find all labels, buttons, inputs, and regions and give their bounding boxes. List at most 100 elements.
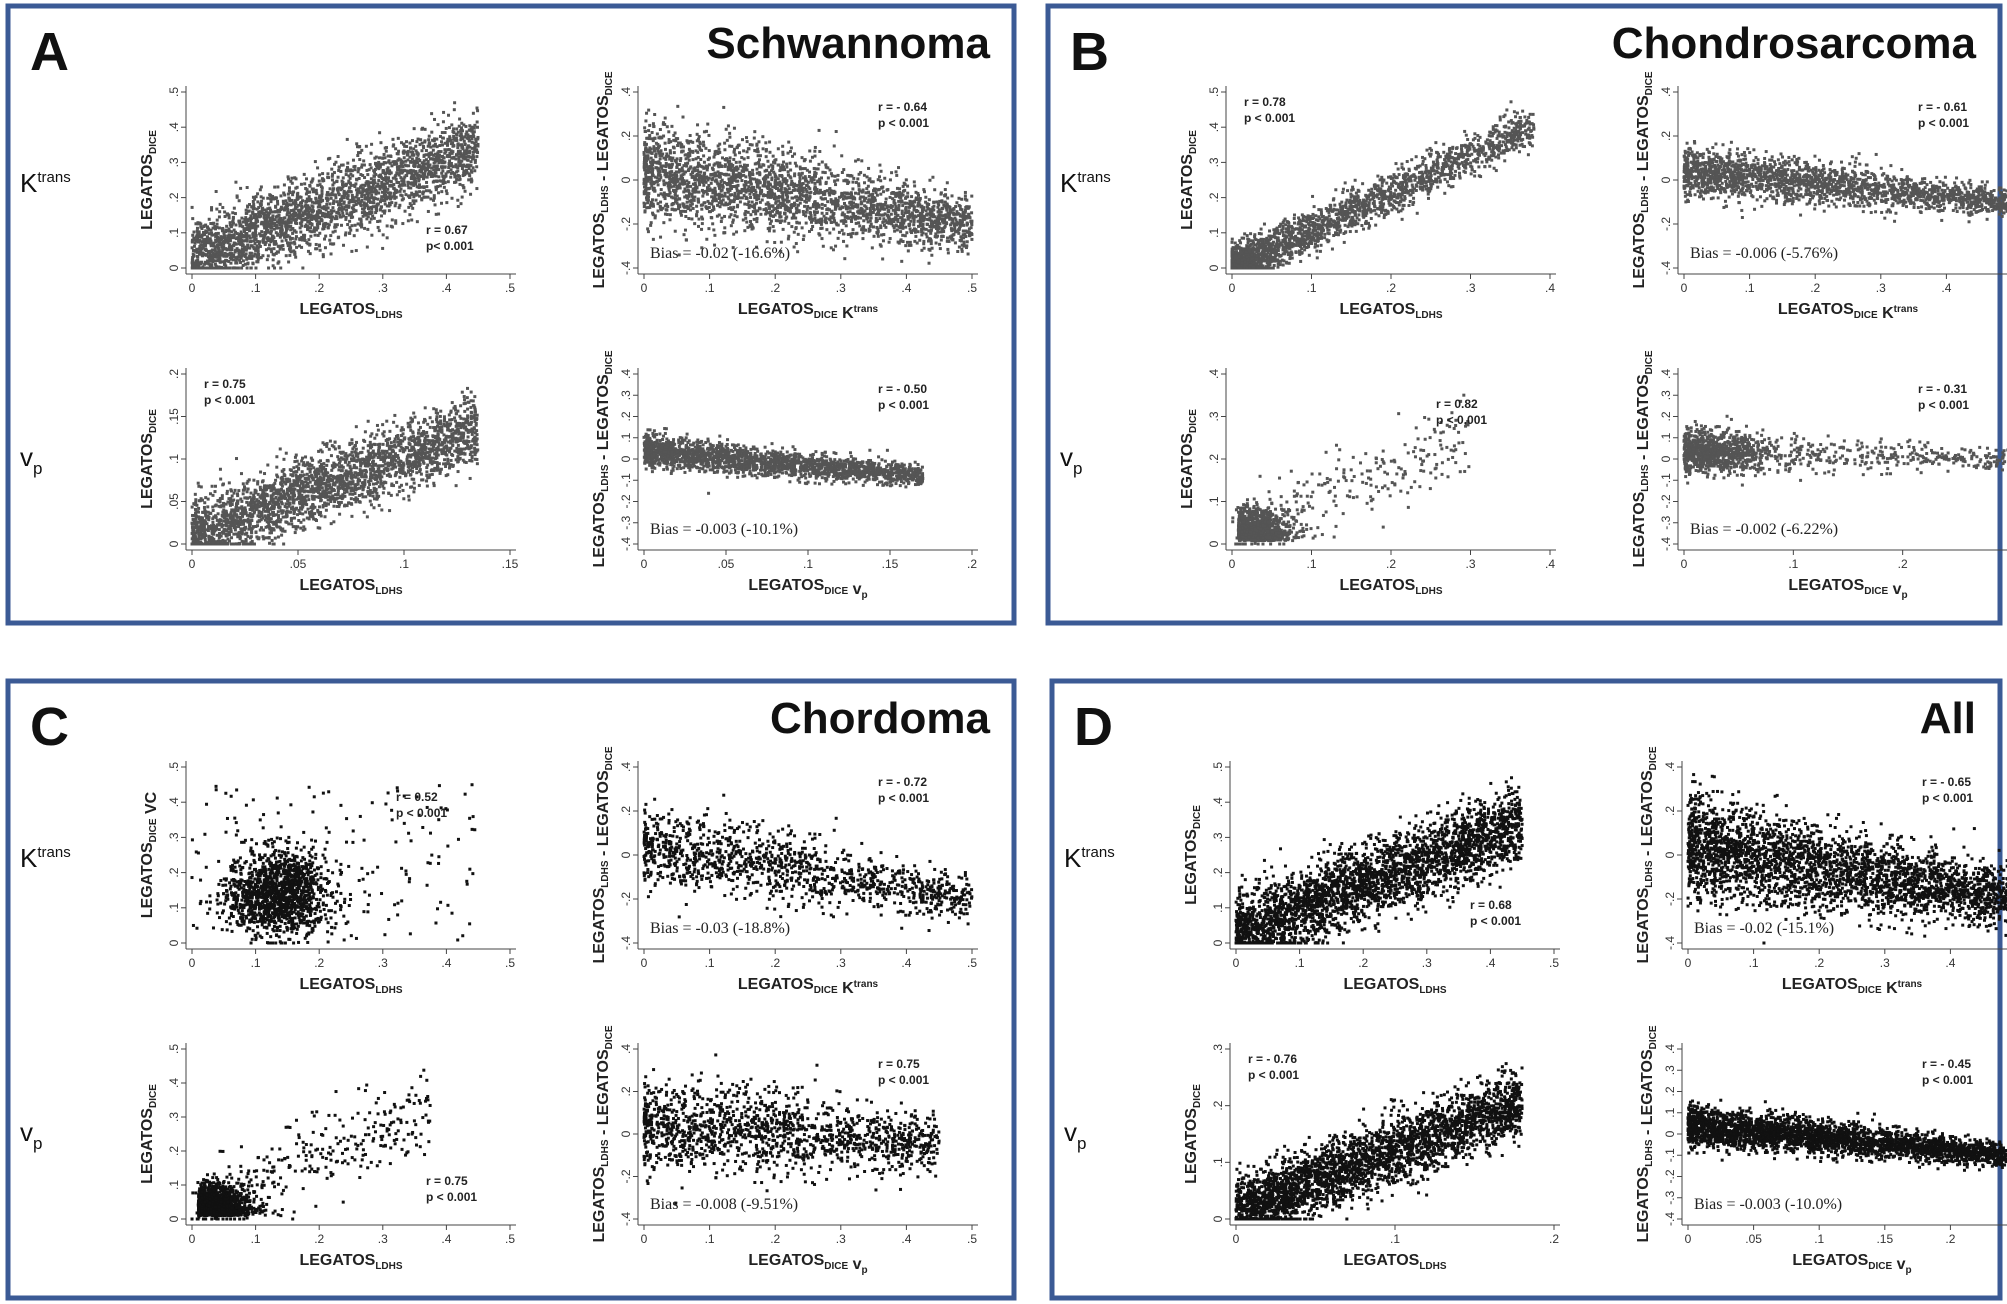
data-point — [382, 233, 385, 236]
data-point — [430, 112, 433, 115]
data-point — [938, 243, 941, 246]
data-point — [328, 239, 331, 242]
data-point — [217, 259, 220, 262]
data-point — [964, 230, 967, 233]
data-point — [726, 139, 729, 142]
data-point — [965, 246, 968, 249]
data-point — [331, 178, 334, 181]
data-point — [405, 140, 408, 143]
data-point — [395, 178, 398, 181]
data-point — [365, 169, 368, 172]
data-point — [403, 156, 406, 159]
data-point — [647, 230, 650, 233]
data-point — [239, 187, 242, 190]
data-point — [468, 124, 471, 127]
data-point — [311, 205, 314, 208]
data-point — [758, 158, 761, 161]
data-point — [286, 209, 289, 212]
data-point — [389, 197, 392, 200]
data-point — [909, 244, 912, 247]
data-point — [455, 137, 458, 140]
data-point — [894, 212, 897, 215]
data-point — [318, 180, 321, 183]
data-point — [688, 152, 691, 155]
data-point — [266, 216, 269, 219]
data-point — [346, 166, 349, 169]
data-point — [360, 225, 363, 228]
data-point — [643, 143, 646, 146]
data-point — [800, 183, 803, 186]
data-point — [455, 127, 458, 130]
data-point — [327, 226, 330, 229]
data-point — [787, 152, 790, 155]
data-point — [728, 132, 731, 135]
data-point — [325, 203, 328, 206]
data-point — [294, 199, 297, 202]
data-point — [315, 192, 318, 195]
data-point — [401, 165, 404, 168]
data-point — [732, 233, 735, 236]
data-point — [345, 216, 348, 219]
data-point — [851, 207, 854, 210]
data-point — [409, 147, 412, 150]
data-point — [347, 180, 350, 183]
data-point — [425, 189, 428, 192]
data-point — [668, 218, 671, 221]
data-point — [695, 190, 698, 193]
data-point — [288, 254, 291, 257]
data-point — [220, 252, 223, 255]
data-point — [392, 183, 395, 186]
data-point — [267, 254, 270, 257]
data-point — [475, 150, 478, 153]
data-point — [819, 183, 822, 186]
data-point — [291, 193, 294, 196]
data-point — [294, 207, 297, 210]
data-point — [682, 190, 685, 193]
data-point — [396, 181, 399, 184]
data-point — [377, 174, 380, 177]
data-point — [857, 192, 860, 195]
data-point — [230, 257, 233, 260]
data-point — [869, 207, 872, 210]
data-point — [383, 189, 386, 192]
data-point — [793, 174, 796, 177]
data-point — [821, 212, 824, 215]
data-point — [820, 218, 823, 221]
data-point — [708, 149, 711, 152]
data-point — [449, 176, 452, 179]
data-point — [681, 166, 684, 169]
data-point — [820, 223, 823, 226]
data-point — [845, 244, 848, 247]
data-point — [246, 218, 249, 221]
data-point — [718, 173, 721, 176]
data-point — [684, 229, 687, 232]
data-point — [418, 165, 421, 168]
data-point — [889, 237, 892, 240]
data-point — [372, 174, 375, 177]
data-point — [246, 244, 249, 247]
data-point — [875, 220, 878, 223]
data-point — [458, 178, 461, 181]
data-point — [433, 194, 436, 197]
data-point — [940, 193, 943, 196]
data-point — [408, 196, 411, 199]
x-tick-label: .4 — [901, 281, 911, 295]
data-point — [652, 125, 655, 128]
data-point — [305, 177, 308, 180]
data-point — [832, 248, 835, 251]
data-point — [649, 224, 652, 227]
data-point — [337, 155, 340, 158]
data-point — [446, 192, 449, 195]
data-point — [899, 196, 902, 199]
data-point — [643, 210, 646, 213]
data-point — [318, 244, 321, 247]
data-point — [281, 244, 284, 247]
data-point — [879, 193, 882, 196]
data-point — [349, 211, 352, 214]
data-point — [665, 164, 668, 167]
data-point — [254, 267, 257, 270]
data-point — [970, 211, 973, 214]
data-point — [345, 173, 348, 176]
data-point — [447, 166, 450, 169]
data-point — [666, 213, 669, 216]
